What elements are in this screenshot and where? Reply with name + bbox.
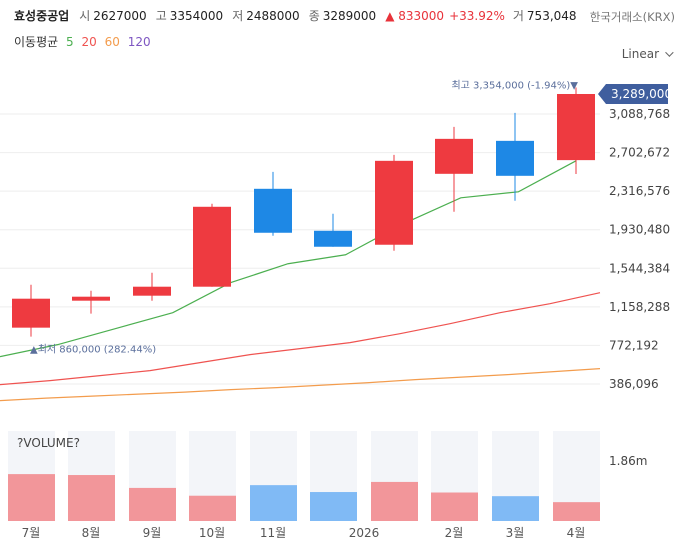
- volume-bar: [129, 487, 176, 521]
- volume-bar: [553, 502, 600, 521]
- candle-body: [72, 296, 110, 301]
- candle-body: [193, 206, 231, 287]
- x-tick-label: 10월: [199, 526, 225, 540]
- x-tick-label: 7월: [22, 526, 41, 540]
- x-tick-label: 3월: [506, 526, 525, 540]
- volume-bar: [8, 474, 55, 521]
- change-value: ▲ 833000: [385, 9, 445, 23]
- y-tick-label: 1,930,480: [609, 223, 670, 237]
- open-label: 시: [79, 9, 91, 23]
- volume-bar: [68, 475, 115, 521]
- volume-value: 753,048: [526, 9, 577, 23]
- scale-label: Linear: [621, 47, 659, 61]
- close-value: 3289000: [322, 9, 377, 23]
- ma20-line: [0, 292, 601, 386]
- candle-body: [314, 230, 352, 247]
- ma-120-label: 120: [127, 35, 151, 49]
- scale-dropdown[interactable]: Linear: [621, 47, 674, 61]
- close-label: 종: [308, 9, 320, 23]
- candle-body: [496, 140, 534, 176]
- candle-body: [254, 188, 292, 233]
- ma-5-label: 5: [66, 35, 74, 49]
- y-tick-label: 2,316,576: [609, 184, 670, 198]
- x-tick-label: 9월: [143, 526, 162, 540]
- y-tick-label: 2,702,672: [609, 146, 670, 160]
- y-tick-label: 3,088,768: [609, 107, 670, 121]
- volume-label: ?VOLUME?: [17, 436, 80, 450]
- x-tick-label: 11월: [260, 526, 286, 540]
- change-percent: +33.92%: [449, 9, 505, 23]
- last-price-badge: [598, 83, 668, 104]
- quote-header: 효성중공업 시 2627000 고 3354000 저 2488000 종 328900…: [14, 7, 586, 24]
- volume-bar: [431, 492, 478, 521]
- y-tick-label: 1,158,288: [609, 300, 670, 314]
- high-value: 3354000: [169, 9, 224, 23]
- y-tick-label: 386,096: [609, 377, 659, 391]
- moving-average-legend[interactable]: 이동평균 5 20 60 120: [14, 33, 155, 50]
- volume-bar: [310, 492, 357, 521]
- stock-name: 효성중공업: [14, 9, 70, 23]
- candle-body: [12, 298, 50, 328]
- candle-body: [557, 93, 595, 161]
- ma-label: 이동평균: [14, 35, 59, 49]
- x-tick-label: 2026: [349, 526, 380, 540]
- high-annotation: 최고 3,354,000 (-1.94%)▼: [451, 80, 578, 92]
- last-price-label: 3,289,000: [611, 87, 672, 101]
- high-label: 고: [155, 9, 167, 23]
- volume-bar: [189, 495, 236, 521]
- ma60-line: [0, 368, 601, 402]
- y-tick-label: 772,192: [609, 338, 659, 352]
- ma-20-label: 20: [81, 35, 97, 49]
- low-label: 저: [232, 9, 244, 23]
- exchange-name: 한국거래소(KRX): [589, 10, 675, 24]
- volume-axis-label: 1.86m: [609, 454, 647, 468]
- volume-bar: [492, 496, 539, 521]
- low-value: 2488000: [246, 9, 300, 23]
- x-tick-label: 2월: [445, 526, 464, 540]
- open-value: 2627000: [93, 9, 147, 23]
- x-tick-label: 4월: [567, 526, 586, 540]
- ma-60-label: 60: [104, 35, 120, 49]
- x-tick-label: 8월: [82, 526, 101, 540]
- candle-body: [133, 286, 171, 296]
- volume-label: 거: [512, 9, 524, 23]
- low-annotation: ▲최저 860,000 (282.44%): [30, 344, 156, 356]
- ma5-line: [0, 160, 577, 358]
- volume-bar: [250, 485, 297, 521]
- y-tick-label: 1,544,384: [609, 261, 670, 275]
- volume-bar: [371, 481, 418, 521]
- candle-body: [435, 138, 473, 174]
- candle-body: [375, 160, 413, 245]
